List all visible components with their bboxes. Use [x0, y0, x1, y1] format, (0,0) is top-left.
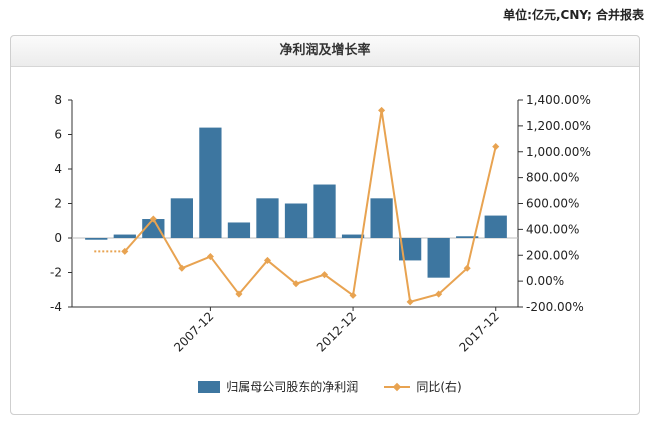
bar-net-profit [142, 219, 165, 238]
legend-bar-swatch [198, 380, 221, 393]
line-yoy [124, 110, 497, 304]
point-yoy [378, 106, 386, 114]
point-yoy [263, 256, 272, 264]
bar-net-profit [399, 238, 422, 261]
legend: 归属母公司股东的净利润 同比(右) [0, 378, 660, 395]
bar-net-profit [456, 236, 479, 238]
bar-net-profit [484, 215, 507, 238]
point-yoy [349, 291, 357, 299]
legend-item-net-profit[interactable]: 归属母公司股东的净利润 [198, 378, 358, 395]
left-tick-label: 4 [54, 162, 62, 176]
x-tick-label: 2017-12 [457, 309, 502, 354]
left-tick-label: 0 [54, 231, 62, 245]
chart-title: 净利润及增长率 [11, 36, 639, 67]
legend-item-yoy[interactable]: 同比(右) [384, 378, 462, 395]
point-yoy [435, 290, 443, 298]
plot-area [11, 67, 639, 414]
left-tick-label: -4 [50, 300, 62, 314]
legend-label-net-profit: 归属母公司股东的净利润 [226, 380, 359, 394]
x-tick-label: 2012-12 [314, 309, 359, 354]
left-tick-label: 8 [54, 93, 62, 107]
bar-net-profit [370, 198, 393, 238]
bar-net-profit [85, 238, 108, 240]
bar-net-profit [256, 198, 279, 238]
point-yoy [292, 280, 300, 288]
point-yoy [320, 271, 329, 279]
unit-note: 单位:亿元,CNY; 合并报表 [503, 8, 644, 22]
left-tick-label: -2 [50, 266, 62, 280]
bar-net-profit [113, 234, 136, 238]
left-tick-label: 2 [54, 197, 62, 211]
point-yoy [463, 264, 471, 272]
right-tick-label: 0.00% [526, 274, 564, 288]
point-yoy [149, 215, 157, 223]
bar-net-profit [313, 184, 336, 238]
point-yoy [406, 298, 414, 306]
right-tick-label: -200.00% [526, 300, 584, 314]
right-tick-label: 1,400.00% [526, 93, 591, 107]
bar-net-profit [341, 234, 365, 238]
x-tick-label: 2007-12 [171, 309, 216, 354]
bar-net-profit [284, 203, 308, 238]
bar-net-profit [227, 222, 251, 238]
bar-net-profit [199, 127, 222, 238]
legend-label-yoy: 同比(右) [416, 380, 462, 394]
legend-line-swatch [384, 381, 411, 393]
right-tick-label: 200.00% [526, 248, 579, 262]
right-tick-label: 800.00% [526, 171, 579, 185]
right-tick-label: 1,000.00% [526, 145, 591, 159]
right-tick-label: 1,200.00% [526, 119, 591, 133]
point-yoy [235, 290, 243, 298]
bar-net-profit [170, 198, 193, 238]
right-tick-label: 600.00% [526, 197, 579, 211]
point-yoy [206, 253, 214, 261]
right-tick-label: 400.00% [526, 222, 579, 236]
point-yoy [492, 143, 500, 151]
point-yoy [121, 247, 129, 255]
point-yoy [178, 264, 186, 272]
left-tick-label: 6 [54, 128, 62, 142]
bar-net-profit [427, 238, 450, 278]
